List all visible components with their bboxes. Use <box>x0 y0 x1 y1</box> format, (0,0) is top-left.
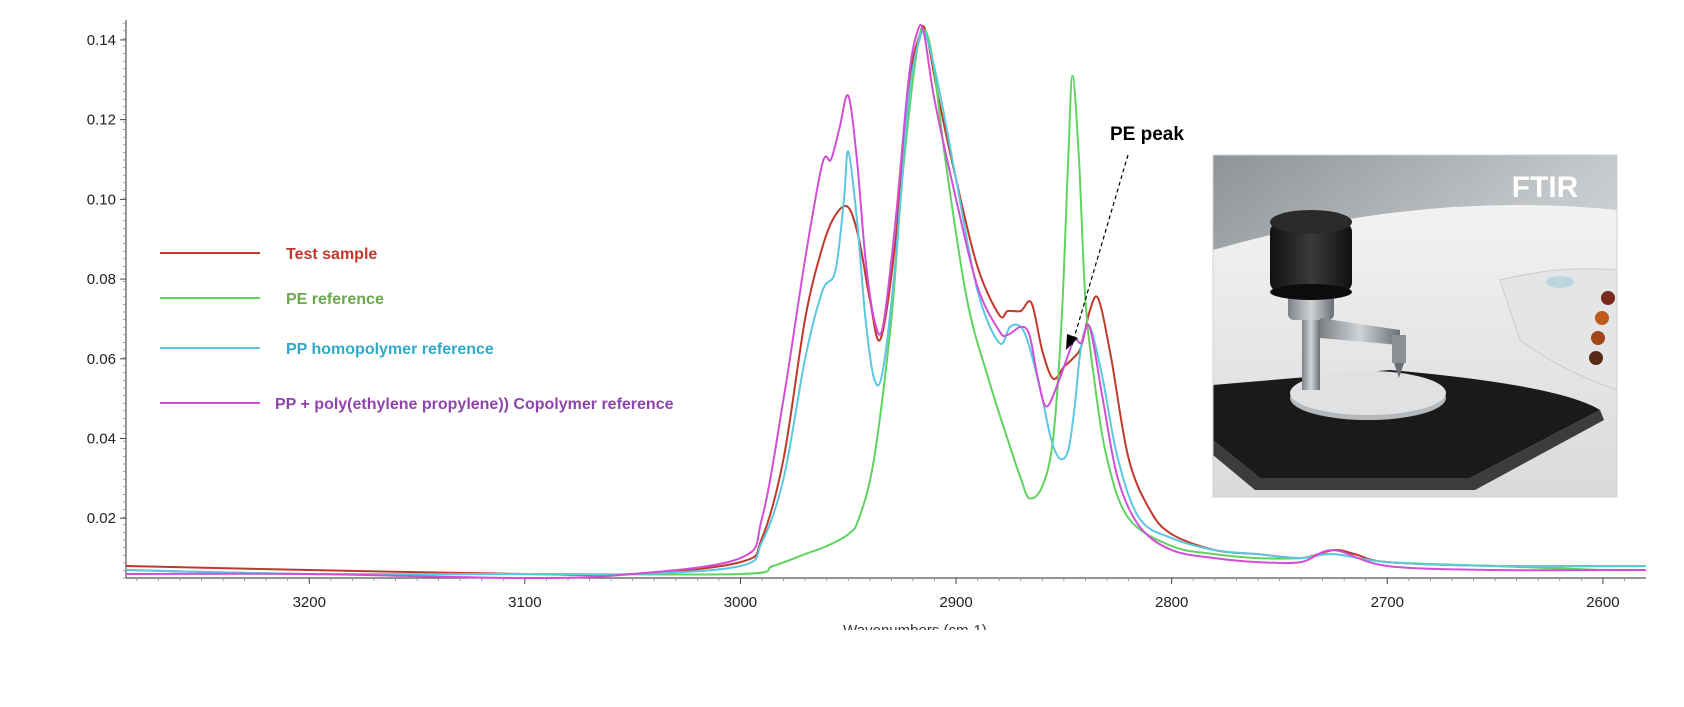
pe-peak-arrow <box>1071 154 1129 346</box>
legend-label-2: PP homopolymer reference <box>286 341 494 358</box>
y-tick-label: 0.08 <box>87 271 116 288</box>
y-tick-label: 0.06 <box>87 351 116 368</box>
legend-label-1: PE reference <box>286 291 384 308</box>
minor-ticks <box>123 22 1625 581</box>
y-tick-label: 0.12 <box>87 112 116 129</box>
series-layer <box>125 23 1647 579</box>
legend-label-0: Test sample <box>286 246 377 263</box>
y-tick-label: 0.10 <box>87 191 116 208</box>
legend-label-3: PP + poly(ethylene propylene)) Copolymer… <box>275 396 674 413</box>
x-ticks: 3200 3100 3000 2900 2800 2700 2600 <box>293 578 1620 611</box>
x-tick-label: 3200 <box>293 594 326 611</box>
series-line-3 <box>125 23 1646 579</box>
x-tick-label: 2600 <box>1586 594 1619 611</box>
label-crop-mask <box>700 630 1160 650</box>
ftir-label: FTIR <box>1512 171 1579 204</box>
x-tick-label: 3000 <box>724 594 757 611</box>
pe-peak-arrowhead <box>1066 334 1078 350</box>
y-ticks: 0.02 0.04 0.06 0.08 0.10 0.12 0.14 <box>87 32 126 527</box>
series-line-1 <box>125 27 1647 576</box>
y-tick-label: 0.02 <box>87 510 116 527</box>
legend: Test sample PE reference PP homopolymer re… <box>160 246 674 413</box>
pe-peak-annotation: PE peak <box>1110 124 1184 145</box>
y-tick-label: 0.14 <box>87 32 116 49</box>
ftir-spectrometer-photo: FTIR <box>1212 154 1618 498</box>
x-tick-label: 2800 <box>1155 594 1188 611</box>
series-line-2 <box>125 29 1646 576</box>
x-tick-label: 2900 <box>939 594 972 611</box>
x-tick-label: 2700 <box>1371 594 1404 611</box>
y-tick-label: 0.04 <box>87 431 116 448</box>
x-tick-label: 3100 <box>508 594 541 611</box>
